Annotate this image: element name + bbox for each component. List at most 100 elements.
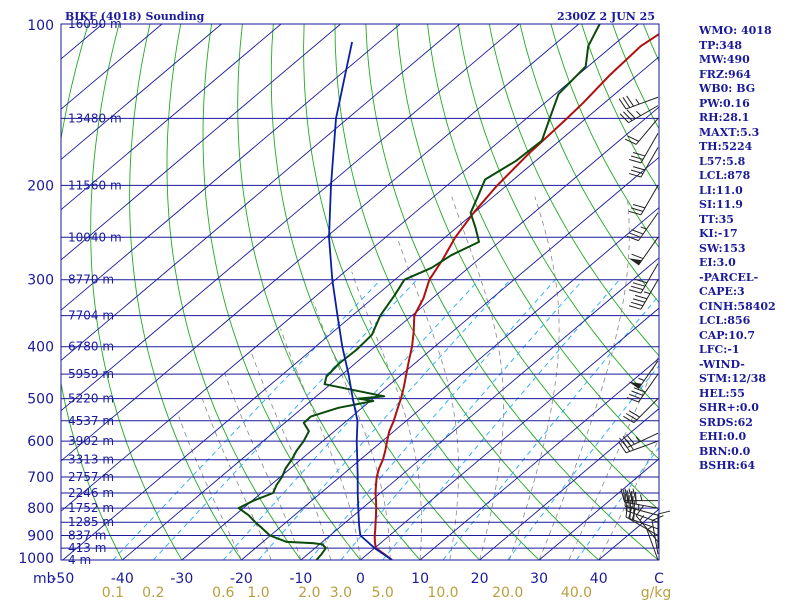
isotherm-line [61,24,282,211]
stat-item: -WIND- [699,357,745,371]
isotherm-line [181,156,659,560]
stat-item: BRN:0.0 [699,444,751,458]
isotherm-line [61,24,639,512]
moist-adiabat-line [396,237,459,560]
height-label: 10040 m [68,230,122,244]
moist-adiabat-line [509,196,560,560]
stat-item: STM:12/38 [699,372,766,385]
height-label: 16090 m [68,17,122,31]
isotherm-line [241,207,659,560]
stat-item: LI:11.0 [699,183,743,197]
height-label: 2246 m [68,486,114,500]
wind-barb [628,279,659,310]
stat-item: LCL:878 [699,169,751,182]
mixing-ratio-line [507,364,659,560]
moist-adiabat-line [598,438,659,560]
pressure-tick-label: 400 [27,340,54,356]
pressure-tick-label: 600 [27,434,54,450]
pressure-tick-label: 300 [27,273,54,289]
moist-adiabat-line [538,196,630,560]
moist-adiabat-line [313,301,391,560]
height-label: 4 m [68,553,91,567]
isotherm-line [360,307,659,560]
pressure-tick-label: 1000 [18,551,54,567]
wind-barb [619,432,659,449]
wind-barb [626,373,659,403]
wind-barbs [618,95,671,561]
stat-item: L57:5.8 [699,154,746,168]
wind-barb [628,185,659,216]
isotherm-line [61,24,520,412]
height-label: 837 m [68,529,106,543]
wind-barb [618,95,659,110]
stat-item: SHR+:0.0 [699,401,759,414]
temperature-tick-label: 40 [590,571,608,587]
isotherm-line [122,106,659,560]
height-labels: 16090 m 13480 m 11560 m 10040 m 8770 m 7704 m… [68,17,122,567]
height-label: 8770 m [68,273,114,287]
height-label: 4537 m [68,414,114,428]
moist-adiabat-line [280,328,361,560]
dry-adiabat-line [237,24,421,560]
moist-adiabat-line [451,196,504,560]
height-label: 11560 m [68,178,122,192]
mixing-ratio-tick-label: 3.0 [330,585,352,600]
stat-item: SRDS:62 [699,415,753,429]
height-label: 5220 m [68,392,114,406]
height-label: 13480 m [68,111,122,125]
moist-adiabat-line [224,373,302,560]
wind-barb [628,133,659,164]
temperature-tick-label: C [654,571,664,587]
height-label: 3313 m [68,453,114,467]
height-label: 6780 m [68,340,114,354]
mixing-ratio-tick-label: 20.0 [492,585,523,600]
stat-item: CAPE:3 [699,285,745,298]
mixing-ratio-line [258,279,511,560]
wind-barb [628,237,659,266]
stat-item: CAP:10.7 [699,328,756,342]
wind-barb [619,105,659,124]
pressure-tick-labels: 100 200 300 400 500 600 700 800 900 1000 [18,18,54,567]
moist-adiabat-line [200,393,272,560]
stat-item: FRZ:964 [699,67,752,81]
mixing-ratio-tick-labels: 0.1 0.2 0.6 1.0 2.0 3.0 5.0 10.0 20.0 40.0 g/kg [102,585,672,600]
mixing-ratio-tick-label: 0.6 [212,585,234,600]
wind-barb [628,360,659,389]
mixing-ratio-tick-label: 40.0 [561,585,592,600]
stat-item: LFC:-1 [699,343,740,356]
dry-adiabat-line [365,24,659,560]
stat-item: KI:-17 [699,227,738,240]
stat-item: MAXT:5.3 [699,125,760,139]
temperature-tick-label: -20 [230,571,253,587]
mixing-ratio-tick-label: 0.2 [142,585,164,600]
stats-panel: WMO: 4018 TP:348 MW:490 FRZ:964 WB0: BG PW:0.… [699,24,799,474]
height-label: 413 m [68,541,106,555]
pressure-tick-label: 700 [27,470,54,486]
temperature-tick-label: -30 [170,571,193,587]
temperature-trace [373,32,659,560]
isotherms [61,24,659,560]
mixing-ratio-line [340,279,584,560]
isotherm-line [61,24,401,311]
moist-adiabat-line [178,416,242,560]
stat-item: SI:11.9 [699,198,743,211]
height-label: 1285 m [68,515,114,529]
height-label: 7704 m [68,309,114,323]
isotherm-line [479,408,659,560]
stat-item: MW:490 [699,53,750,66]
stat-item: CINH:58402 [699,299,776,313]
stat-item: HEL:55 [699,386,745,400]
mixing-ratio-tick-label: 10.0 [427,585,458,600]
mixing-ratio-tick-label: 2.0 [298,585,320,600]
stat-item: TH:5224 [699,140,753,153]
pressure-tick-label: 900 [27,529,54,545]
pressure-tick-label: 500 [27,392,54,408]
pressure-tick-label: 100 [27,18,54,34]
isotherm-line [300,257,659,560]
temperature-tick-label: -40 [111,571,134,587]
isotherm-line [61,24,580,462]
mixing-ratio-line [382,279,620,560]
stat-item: TT:35 [699,212,734,226]
stat-item: LCL:856 [699,314,751,327]
